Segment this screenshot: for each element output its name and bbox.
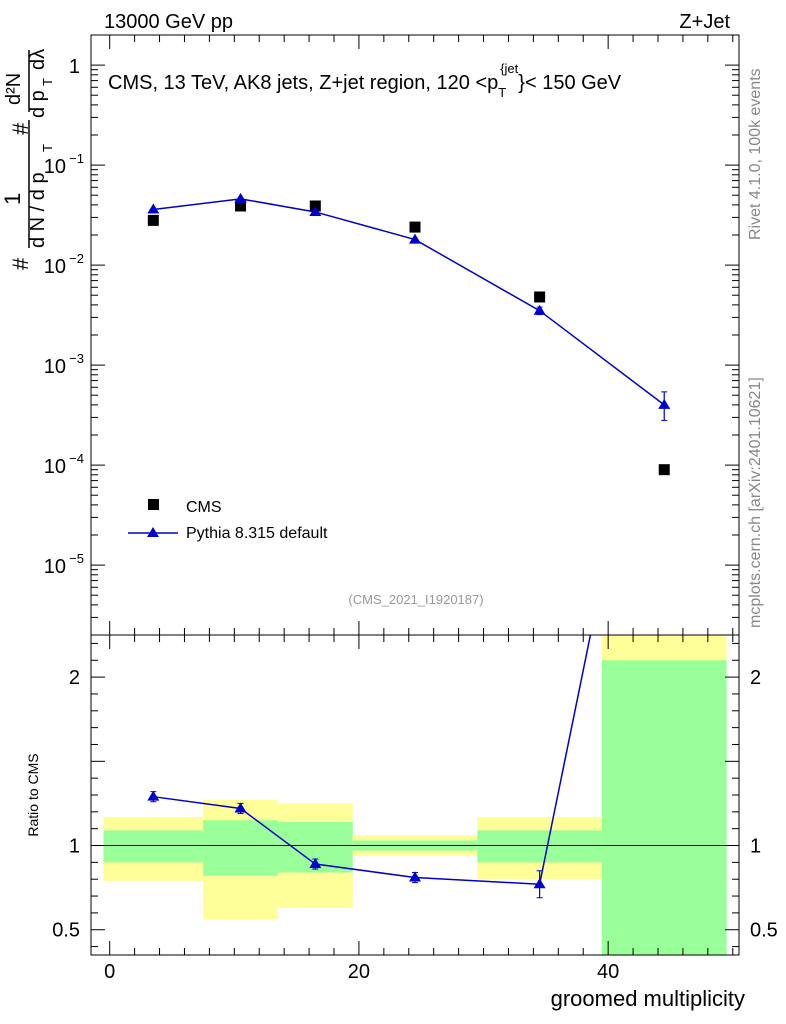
y-label-d2n: d²N bbox=[3, 73, 25, 105]
pythia-point bbox=[533, 304, 546, 315]
ratio-pythia-point bbox=[147, 790, 160, 801]
title-suffix: }< 150 GeV bbox=[518, 72, 622, 94]
x-axis-label: groomed multiplicity bbox=[551, 986, 745, 1011]
cms-data-point bbox=[658, 464, 670, 476]
legend-pythia-marker bbox=[147, 527, 159, 537]
pythia-point bbox=[234, 192, 247, 203]
title-prefix: CMS, 13 TeV, AK8 jets, Z+jet region, 120… bbox=[108, 72, 498, 94]
main-y-axis: 110−110−210−310−410−5 bbox=[44, 34, 739, 636]
ratio-y-tick-label-right: 0.5 bbox=[750, 920, 778, 942]
ratio-series-clipped bbox=[147, 635, 592, 899]
pythia-point bbox=[409, 233, 421, 244]
pythia-point bbox=[658, 398, 671, 409]
x-tick-label: 40 bbox=[597, 961, 619, 983]
legend-cms-label: CMS bbox=[186, 499, 222, 516]
ratio-pythia-point bbox=[409, 871, 421, 882]
ratio-y-tick-label-right: 1 bbox=[750, 836, 761, 858]
analysis-annotation: (CMS_2021_I1920187) bbox=[348, 592, 483, 607]
ratio-pythia-point bbox=[309, 858, 322, 869]
y-label-dlambda: dλ bbox=[27, 49, 49, 70]
main-y-tick-exponent: −3 bbox=[69, 351, 84, 366]
title-sup: {jet bbox=[500, 61, 518, 76]
cms-data-point bbox=[235, 200, 247, 212]
cms-data-point bbox=[147, 214, 159, 226]
main-x-ticks bbox=[109, 35, 734, 635]
y-label-hash-2: # bbox=[8, 122, 33, 135]
main-frame bbox=[90, 34, 740, 636]
energy-label: 13000 GeV pp bbox=[104, 11, 233, 33]
ratio-y-tick-label-left: 2 bbox=[69, 667, 80, 689]
ratio-y-axis: 0.5 0.5 1 1 2 2 bbox=[52, 642, 778, 948]
pythia-point bbox=[147, 203, 160, 214]
mcplots-label: mcplots.cern.ch [arXiv:2401.10621] bbox=[747, 377, 764, 628]
ratio-band-inner bbox=[601, 660, 727, 955]
process-label: Z+Jet bbox=[679, 11, 730, 33]
cms-data-point bbox=[409, 221, 421, 233]
title-sub: T bbox=[498, 85, 506, 100]
main-y-tick-exponent: −1 bbox=[69, 151, 84, 166]
main-y-label: # 1 d N / d p T # d²N d p T dλ bbox=[0, 49, 55, 270]
ratio-y-tick-label-right: 2 bbox=[750, 667, 761, 689]
main-y-tick-exponent: −2 bbox=[69, 251, 84, 266]
pythia-point bbox=[309, 205, 322, 216]
x-tick-label: 20 bbox=[348, 961, 370, 983]
main-y-tick-label: 1 bbox=[69, 56, 80, 78]
main-series bbox=[147, 192, 671, 476]
ratio-band-inner bbox=[477, 830, 602, 863]
ratio-band-inner bbox=[203, 820, 278, 876]
ratio-y-tick-label-left: 0.5 bbox=[52, 920, 80, 942]
legend-pythia-label: Pythia 8.315 default bbox=[186, 525, 328, 542]
y-label-dndp: d N / d p bbox=[27, 172, 49, 248]
main-y-tick-label: 10 bbox=[44, 456, 66, 478]
cms-data-point bbox=[534, 291, 546, 303]
main-panel: 110−110−210−310−410−5 CMS, 13 TeV, AK8 j… bbox=[0, 34, 740, 636]
main-y-tick-label: 10 bbox=[44, 256, 66, 278]
main-y-tick-label: 10 bbox=[44, 356, 66, 378]
ratio-band-inner bbox=[103, 830, 204, 863]
ratio-bands bbox=[103, 635, 727, 955]
main-y-tick-exponent: −4 bbox=[69, 451, 84, 466]
ratio-series bbox=[147, 635, 592, 899]
y-label-sub-2: T bbox=[40, 78, 55, 86]
ratio-y-label: Ratio to CMS bbox=[25, 753, 41, 836]
y-label-one: 1 bbox=[0, 193, 25, 205]
ratio-y-tick-label-left: 1 bbox=[69, 836, 80, 858]
chart-title: CMS, 13 TeV, AK8 jets, Z+jet region, 120… bbox=[108, 61, 622, 100]
x-tick-label: 0 bbox=[104, 961, 115, 983]
y-label-hash-1: # bbox=[8, 257, 33, 270]
ratio-pythia-point bbox=[234, 802, 247, 813]
main-y-tick-label: 10 bbox=[44, 556, 66, 578]
main-y-tick-exponent: −5 bbox=[69, 551, 84, 566]
pythia-line bbox=[153, 198, 665, 406]
main-y-tick-label: 10 bbox=[44, 156, 66, 178]
ratio-pythia-line bbox=[153, 635, 592, 886]
legend: CMS Pythia 8.315 default bbox=[128, 499, 328, 542]
y-label-sub-1: T bbox=[40, 144, 55, 152]
rivet-label: Rivet 4.1.0, 100k events bbox=[747, 68, 764, 240]
legend-cms-marker bbox=[148, 499, 159, 510]
ratio-pythia-point bbox=[533, 878, 546, 889]
y-label-dp: d p bbox=[27, 90, 49, 118]
ratio-x-axis: 0 20 40 bbox=[104, 635, 734, 983]
ratio-panel: 0.5 0.5 1 1 2 2 0 20 40 Ratio to CMS groomed mu… bbox=[25, 634, 778, 1011]
